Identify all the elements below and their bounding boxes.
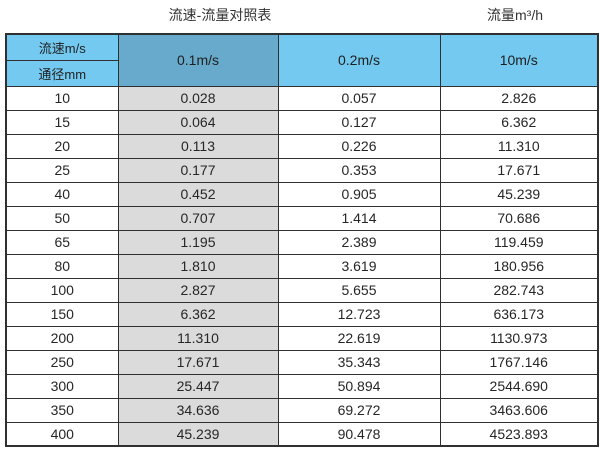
diameter-cell: 15 [5, 109, 119, 135]
diameter-cell: 80 [5, 253, 119, 279]
diameter-cell: 40 [5, 181, 119, 207]
flow-value-cell: 11.310 [439, 133, 599, 159]
flow-value-cell: 6.362 [439, 109, 599, 135]
diameter-cell: 300 [5, 373, 119, 399]
corner-speed-label: 流速m/s [5, 33, 119, 61]
flow-value-cell: 0.226 [277, 133, 441, 159]
diameter-cell: 65 [5, 229, 119, 255]
table-row: 25 0.177 0.353 17.671 [5, 157, 599, 183]
table-row: 20 0.113 0.226 11.310 [5, 133, 599, 159]
flow-value-cell: 2.827 [117, 277, 279, 303]
flow-value-cell: 35.343 [277, 349, 441, 375]
table-row: 300 25.447 50.894 2544.690 [5, 373, 599, 399]
flow-value-cell: 25.447 [117, 373, 279, 399]
diameter-cell: 25 [5, 157, 119, 183]
flow-value-cell: 5.655 [277, 277, 441, 303]
corner-diameter-label: 通径mm [5, 59, 119, 87]
page-title: 流速-流量对照表 [168, 7, 272, 23]
table-row: 200 11.310 22.619 1130.973 [5, 325, 599, 351]
flow-value-cell: 1130.973 [439, 325, 599, 351]
flow-value-cell: 0.452 [117, 181, 279, 207]
flow-value-cell: 17.671 [117, 349, 279, 375]
flow-value-cell: 0.905 [277, 181, 441, 207]
flow-value-cell: 1.414 [277, 205, 441, 231]
flow-value-cell: 45.239 [117, 421, 279, 447]
flow-value-cell: 1767.146 [439, 349, 599, 375]
table-body: 10 0.028 0.057 2.826 15 0.064 0.127 6.36… [5, 85, 599, 447]
flow-value-cell: 17.671 [439, 157, 599, 183]
flow-value-cell: 2544.690 [439, 373, 599, 399]
diameter-cell: 350 [5, 397, 119, 423]
flow-value-cell: 0.177 [117, 157, 279, 183]
table-row: 15 0.064 0.127 6.362 [5, 109, 599, 135]
table-row: 40 0.452 0.905 45.239 [5, 181, 599, 207]
flow-conversion-table: 流速m/s 0.1m/s 0.2m/s 10m/s 通径mm 10 0.028 … [5, 33, 599, 447]
flow-value-cell: 11.310 [117, 325, 279, 351]
table-row: 65 1.195 2.389 119.459 [5, 229, 599, 255]
flow-value-cell: 636.173 [439, 301, 599, 327]
flow-value-cell: 4523.893 [439, 421, 599, 447]
table-row: 50 0.707 1.414 70.686 [5, 205, 599, 231]
flow-value-cell: 119.459 [439, 229, 599, 255]
flow-value-cell: 45.239 [439, 181, 599, 207]
flow-value-cell: 0.113 [117, 133, 279, 159]
speed-column-header-0.2: 0.2m/s [277, 33, 441, 87]
flow-value-cell: 0.707 [117, 205, 279, 231]
table-row: 100 2.827 5.655 282.743 [5, 277, 599, 303]
flow-value-cell: 6.362 [117, 301, 279, 327]
table-row: 350 34.636 69.272 3463.606 [5, 397, 599, 423]
table-row: 400 45.239 90.478 4523.893 [5, 421, 599, 447]
speed-column-header-10: 10m/s [439, 33, 599, 87]
diameter-cell: 150 [5, 301, 119, 327]
flow-value-cell: 3463.606 [439, 397, 599, 423]
flow-value-cell: 0.057 [277, 85, 441, 111]
diameter-cell: 100 [5, 277, 119, 303]
flow-value-cell: 0.127 [277, 109, 441, 135]
flow-value-cell: 2.826 [439, 85, 599, 111]
flow-value-cell: 282.743 [439, 277, 599, 303]
table-row: 10 0.028 0.057 2.826 [5, 85, 599, 111]
speed-column-header-0.1: 0.1m/s [117, 33, 279, 87]
flow-value-cell: 1.810 [117, 253, 279, 279]
flow-value-cell: 0.353 [277, 157, 441, 183]
flow-value-cell: 0.064 [117, 109, 279, 135]
diameter-cell: 10 [5, 85, 119, 111]
flow-value-cell: 1.195 [117, 229, 279, 255]
diameter-cell: 250 [5, 349, 119, 375]
diameter-cell: 50 [5, 205, 119, 231]
header-row-bottom: 通径mm [5, 59, 598, 87]
flow-value-cell: 3.619 [277, 253, 441, 279]
flow-unit-label: 流量m³/h [487, 7, 543, 23]
table-row: 80 1.810 3.619 180.956 [5, 253, 599, 279]
flow-value-cell: 34.636 [117, 397, 279, 423]
flow-value-cell: 50.894 [277, 373, 441, 399]
flow-value-cell: 69.272 [277, 397, 441, 423]
table-header: 流速m/s 0.1m/s 0.2m/s 10m/s 通径mm [5, 33, 599, 87]
flow-value-cell: 12.723 [277, 301, 441, 327]
table-row: 250 17.671 35.343 1767.146 [5, 349, 599, 375]
header-row-top: 流速m/s 0.1m/s 0.2m/s 10m/s [5, 33, 599, 87]
flow-value-cell: 90.478 [277, 421, 441, 447]
diameter-cell: 400 [5, 421, 119, 447]
flow-value-cell: 180.956 [439, 253, 599, 279]
flow-value-cell: 70.686 [439, 205, 599, 231]
diameter-cell: 20 [5, 133, 119, 159]
diameter-cell: 200 [5, 325, 119, 351]
flow-value-cell: 2.389 [277, 229, 441, 255]
flow-value-cell: 22.619 [277, 325, 441, 351]
flow-value-cell: 0.028 [117, 85, 279, 111]
table-row: 150 6.362 12.723 636.173 [5, 301, 599, 327]
